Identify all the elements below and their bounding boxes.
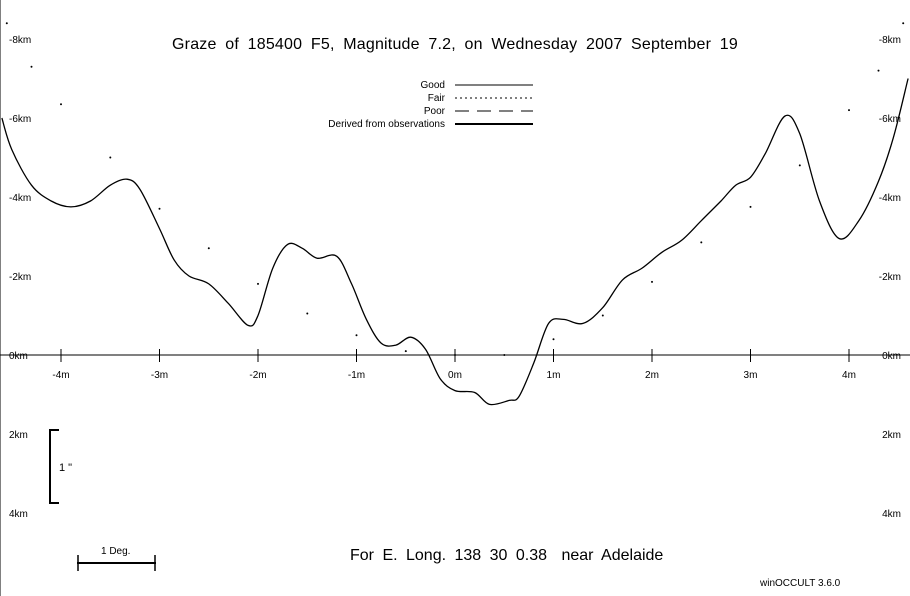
- y-tick-label-right: -2km: [879, 272, 901, 283]
- location-text: For E. Long. 138 30 0.38 near Adelaide: [350, 547, 663, 565]
- y-axis-labels: -8km -8km -6km -6km -4km -4km -2km -2km 0km 0km 2k…: [9, 35, 901, 520]
- fair-series-point: [355, 334, 358, 337]
- fair-series-point: [257, 282, 259, 285]
- software-version: winOCCULT 3.6.0: [760, 578, 841, 589]
- y-tick-label-right: 0km: [882, 351, 901, 362]
- x-tick-label: 4m: [842, 370, 856, 381]
- fair-series-point: [30, 65, 33, 68]
- fair-series-point: [503, 354, 506, 356]
- x-tick-label: -3m: [151, 370, 168, 381]
- fair-series-point: [700, 241, 703, 244]
- y-tick-label-left: 4km: [9, 509, 28, 520]
- y-tick-label-right: 4km: [882, 509, 901, 520]
- legend-label-good: Good: [421, 80, 445, 91]
- fair-series-point: [798, 164, 801, 167]
- y-tick-label-left: -2km: [9, 272, 31, 283]
- x-tick-label: -4m: [52, 370, 69, 381]
- y-tick-label-right: 2km: [882, 430, 901, 441]
- x-axis-ticks: -4m -3m -2m -1m 0m 1m 2m 3m 4m: [52, 349, 856, 381]
- y-tick-label-left: 2km: [9, 430, 28, 441]
- y-tick-label-left: -8km: [9, 35, 31, 46]
- x-tick-label: 1m: [547, 370, 561, 381]
- fair-series-point: [404, 350, 407, 353]
- y-tick-label-left: -6km: [9, 114, 31, 125]
- fair-series-point: [749, 205, 752, 208]
- legend: Good Fair Poor Derived from observations: [328, 80, 533, 130]
- degree-scale-bar: 1 Deg.: [77, 546, 156, 571]
- angular-scale-bar: 1 ": [49, 429, 72, 504]
- x-tick-label: 2m: [645, 370, 659, 381]
- chart-title: Graze of 185400 F5, Magnitude 7.2, on We…: [172, 36, 738, 53]
- y-tick-label-left: 0km: [9, 351, 28, 362]
- y-tick-label-left: -4km: [9, 193, 31, 204]
- x-tick-label: 0m: [448, 370, 462, 381]
- fair-series-point: [5, 22, 8, 25]
- location-name: near Adelaide: [561, 547, 664, 564]
- fair-series-point: [601, 314, 604, 317]
- y-tick-label-right: -8km: [879, 35, 901, 46]
- legend-label-derived-from-observations: Derived from observations: [328, 119, 445, 130]
- fair-series-point: [902, 22, 905, 25]
- fair-series-point: [207, 247, 210, 250]
- fair-series-point: [306, 312, 309, 315]
- legend-label-poor: Poor: [424, 106, 446, 117]
- fair-series-point: [877, 69, 880, 72]
- fair-series-point: [552, 338, 555, 341]
- x-tick-label: -2m: [249, 370, 266, 381]
- y-tick-label-right: -6km: [879, 114, 901, 125]
- angular-scale-label: 1 ": [59, 462, 72, 474]
- degree-scale-label: 1 Deg.: [101, 546, 130, 557]
- fair-series-point: [454, 354, 456, 356]
- y-tick-label-right: -4km: [879, 193, 901, 204]
- angular-scale-bracket: [49, 429, 59, 504]
- x-tick-label: -1m: [348, 370, 365, 381]
- legend-label-fair: Fair: [428, 93, 446, 104]
- fair-series-point: [651, 280, 653, 283]
- fair-series-point: [109, 156, 112, 159]
- fair-series-point: [60, 103, 62, 106]
- good-series-line: [1, 78, 909, 406]
- x-tick-label: 3m: [744, 370, 758, 381]
- location-prefix: For E. Long. 138 30 0.38: [350, 547, 548, 564]
- fair-series-point: [848, 109, 850, 112]
- series-lines: [1, 22, 909, 406]
- fair-series-point: [158, 207, 161, 210]
